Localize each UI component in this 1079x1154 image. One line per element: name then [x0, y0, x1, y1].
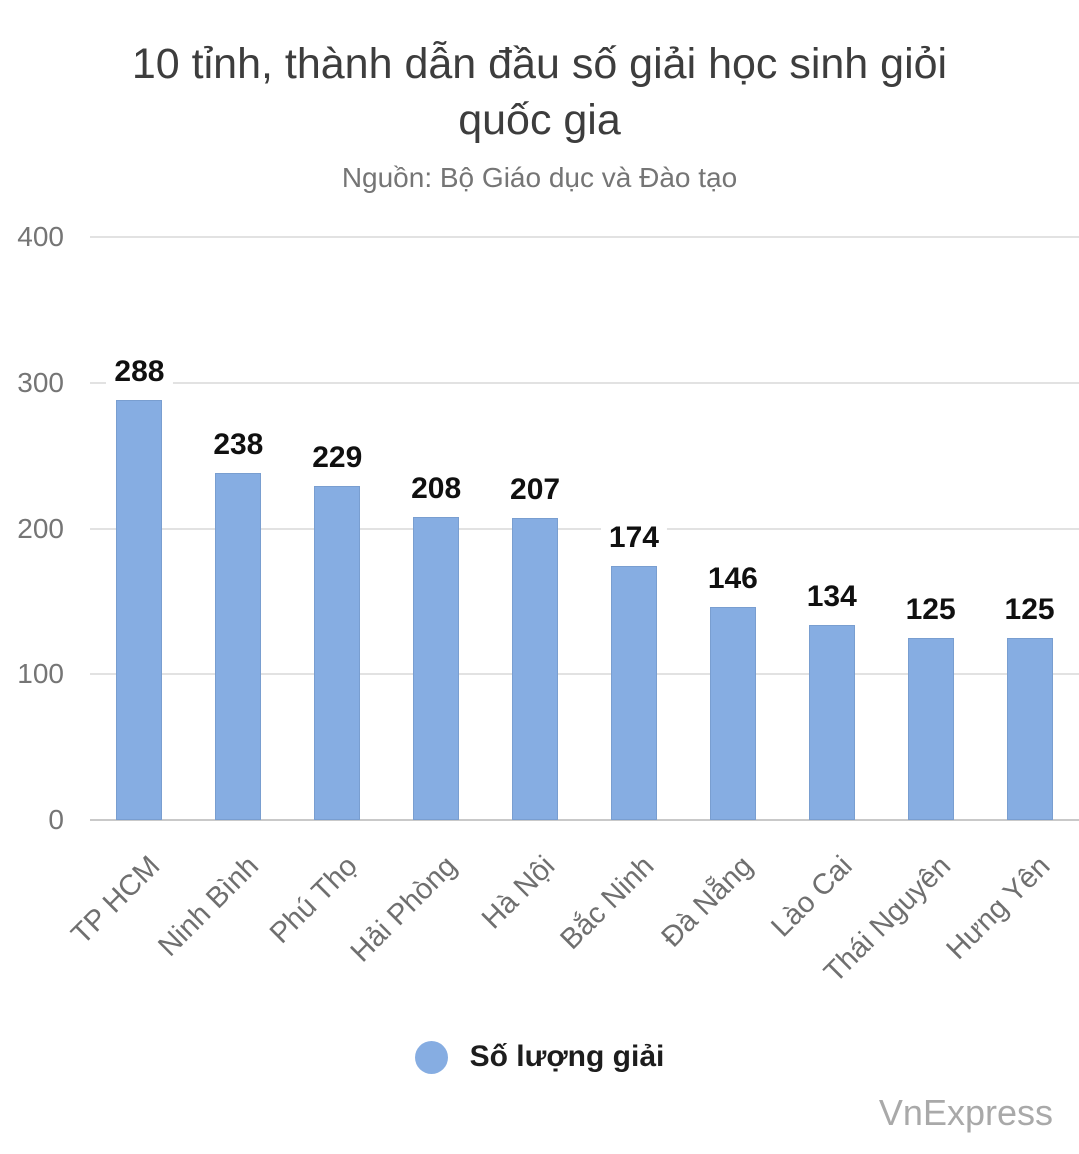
bar-value-label: 125: [897, 591, 964, 628]
gridline: [90, 381, 1079, 384]
chart-title: 10 tỉnh, thành dẫn đầu số giải học sinh …: [131, 40, 948, 144]
bar-value-label: 174: [600, 520, 667, 557]
chart-header: 10 tỉnh, thành dẫn đầu số giải học sinh …: [0, 36, 1079, 194]
y-tick-label: 0: [48, 804, 64, 835]
bar-value-label: 207: [502, 472, 569, 509]
bar[interactable]: [610, 566, 657, 820]
bar-value-label: 288: [106, 354, 173, 391]
gridline: [90, 527, 1079, 530]
x-tick-label: Hà Nội: [476, 850, 562, 936]
y-tick-label: 300: [17, 366, 64, 398]
plot-area: 288 238 229 208 207 174 146 134 125 125: [90, 236, 1079, 821]
bar-value-label: 134: [798, 578, 865, 615]
legend: Số lượng giải: [0, 1040, 1079, 1074]
watermark: VnExpress: [878, 1092, 1053, 1133]
bar-value-label: 208: [403, 470, 470, 507]
gridline: [90, 673, 1079, 676]
legend-swatch-icon[interactable]: [414, 1040, 448, 1074]
x-tick-label: Hải Phòng: [344, 850, 463, 969]
bar-value-label: 146: [699, 561, 766, 598]
legend-label[interactable]: Số lượng giải: [469, 1040, 665, 1073]
bar[interactable]: [808, 624, 855, 820]
gridline: [90, 819, 1079, 821]
bar-value-label: 125: [996, 591, 1063, 628]
x-tick-label: Bắc Ninh: [554, 850, 661, 956]
bar[interactable]: [413, 516, 460, 820]
x-tick-label: Hưng Yên: [940, 850, 1057, 966]
x-tick-label: Đà Nẵng: [655, 850, 760, 954]
bar-value-label: 229: [304, 440, 371, 477]
x-tick-label: Phú Thọ: [264, 850, 364, 950]
bar[interactable]: [314, 486, 361, 820]
bar[interactable]: [709, 607, 756, 820]
bar[interactable]: [1006, 637, 1053, 820]
gridline: [90, 236, 1079, 238]
y-axis: 0 100 200 300 400: [0, 221, 64, 835]
bar-value-label: 238: [205, 427, 272, 464]
x-tick-label: Ninh Bình: [152, 850, 265, 963]
x-tick-label: TP HCM: [65, 850, 167, 951]
bar[interactable]: [215, 473, 262, 820]
chart-subtitle: Nguồn: Bộ Giáo dục và Đào tạo: [341, 162, 738, 193]
bar[interactable]: [512, 518, 559, 820]
y-tick-label: 400: [17, 221, 64, 252]
bar[interactable]: [907, 637, 954, 820]
y-tick-label: 200: [17, 512, 64, 544]
y-tick-label: 100: [17, 658, 64, 690]
x-axis-labels: TP HCM Ninh Bình Phú Thọ Hải Phòng Hà Nội Bắc…: [65, 820, 1079, 1010]
bar[interactable]: [116, 400, 163, 820]
x-tick-label: Lào Cai: [765, 850, 859, 944]
